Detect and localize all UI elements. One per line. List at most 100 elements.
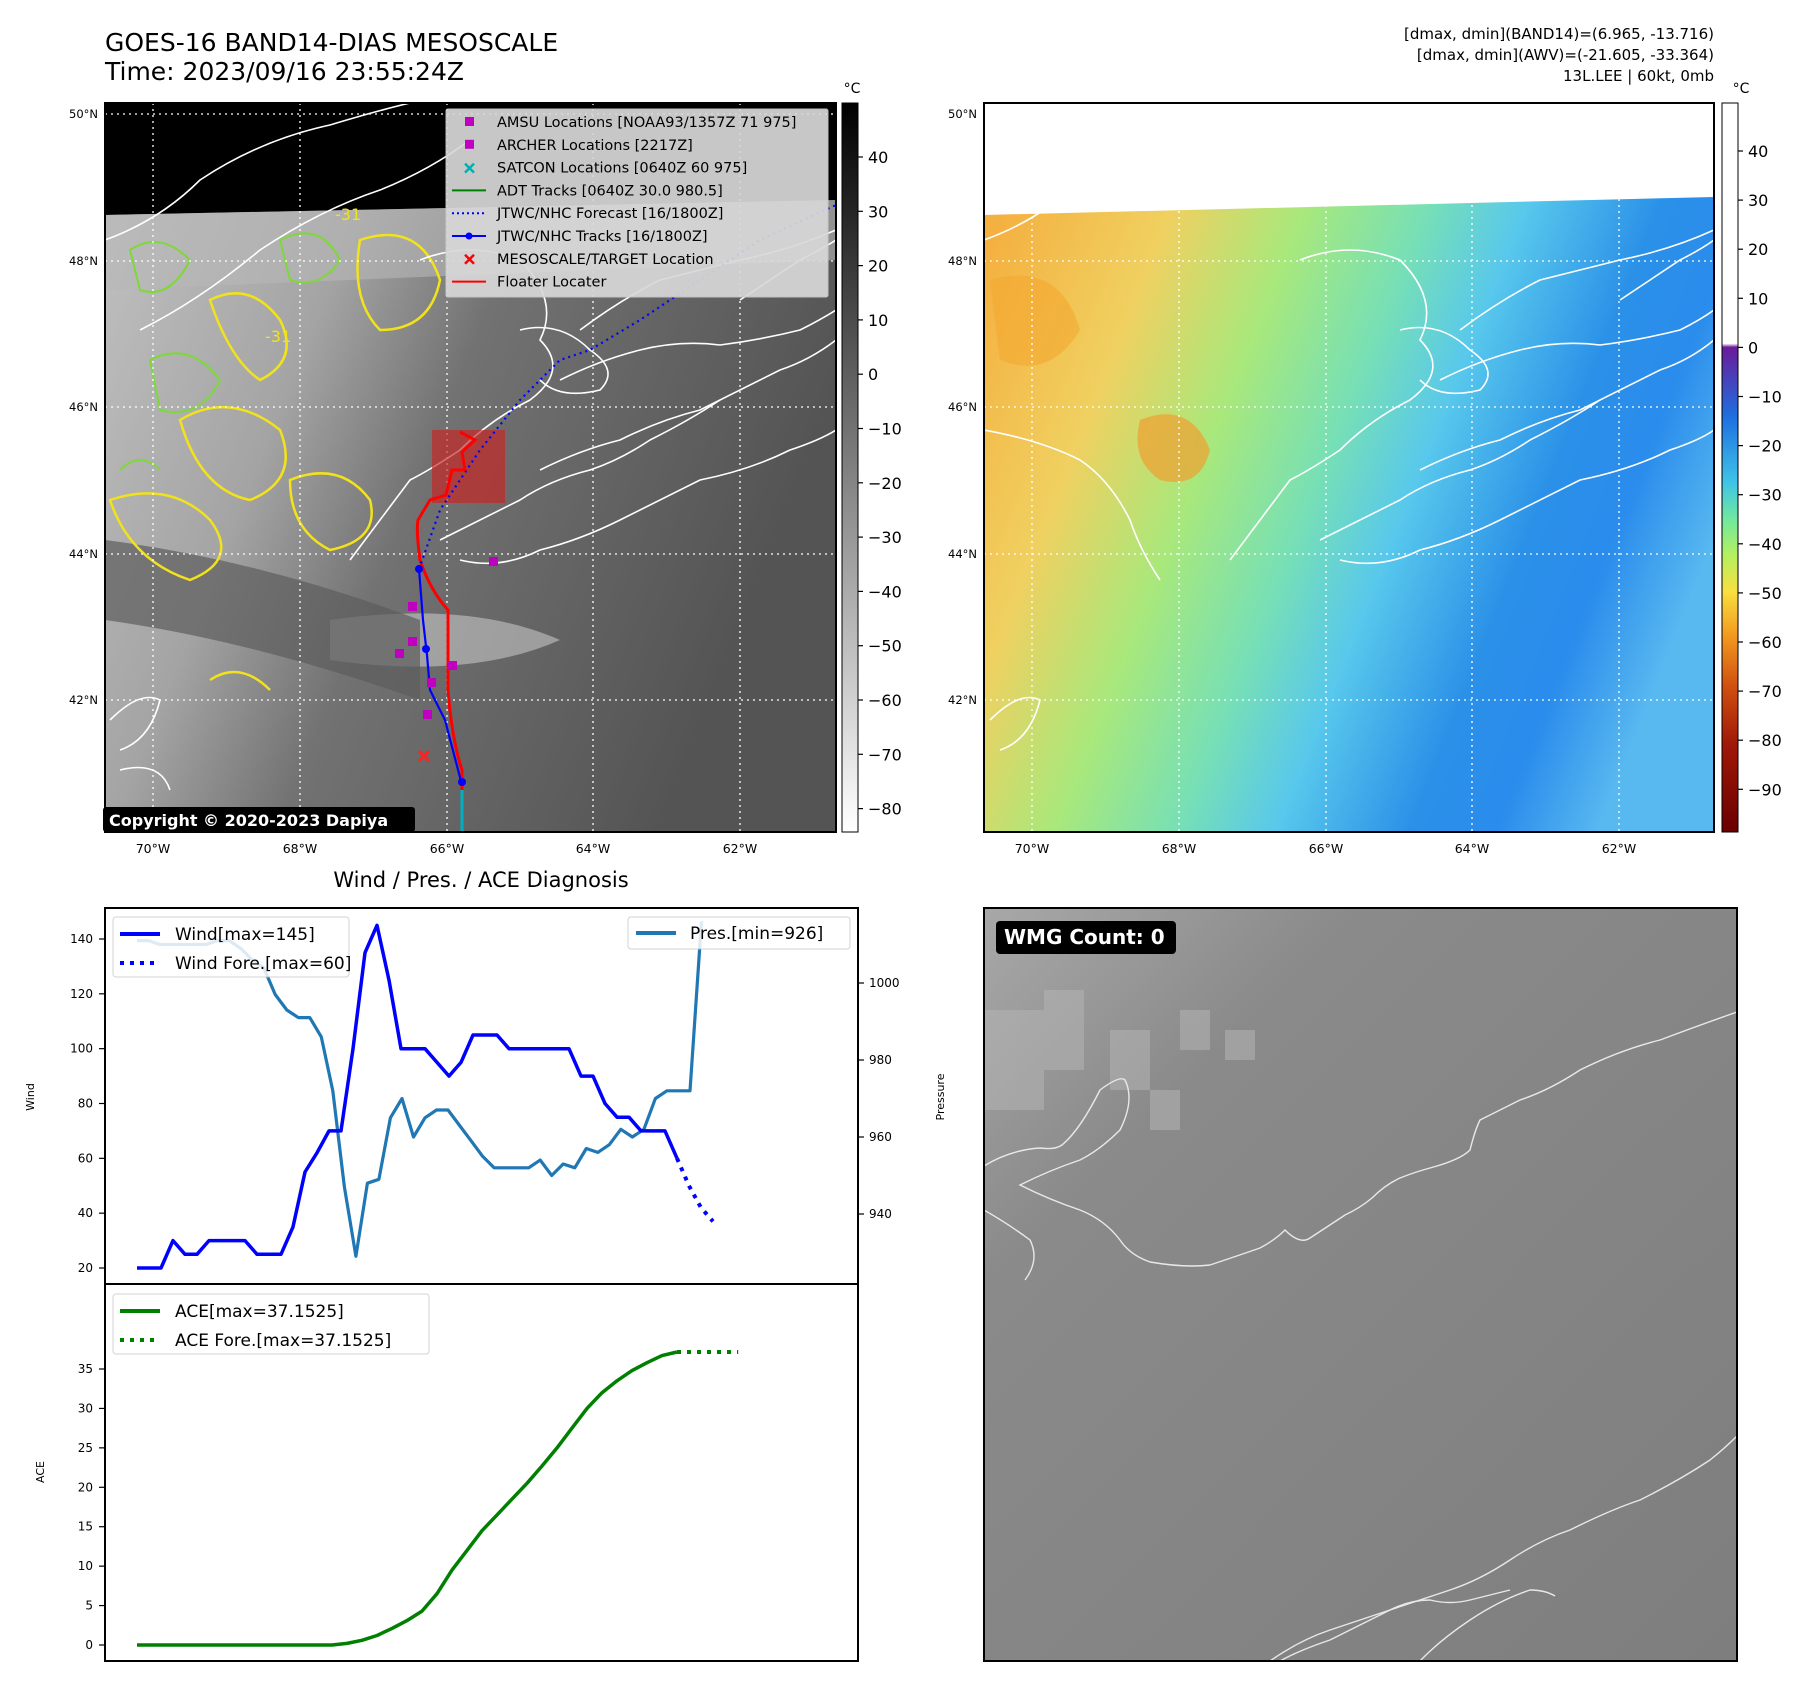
lon-tick-label: 64°W bbox=[576, 841, 611, 856]
lon-tick-label: 64°W bbox=[1455, 841, 1490, 856]
lon-tick-label: 62°W bbox=[1602, 841, 1637, 856]
lon-tick-label: 66°W bbox=[430, 841, 465, 856]
left-colorbar-unit: °C bbox=[844, 81, 861, 97]
legend-item: Floater Locater bbox=[452, 275, 606, 291]
legend-item: AMSU Locations [NOAA93/1357Z 71 975] bbox=[465, 115, 796, 131]
legend-item: JTWC/NHC Tracks [16/1800Z] bbox=[452, 229, 708, 245]
lat-tick-label: 48°N bbox=[69, 254, 98, 268]
ace-ylabel: ACE bbox=[34, 1461, 47, 1483]
jtwc-track bbox=[417, 568, 464, 786]
colorbar-tick-label: −60 bbox=[1748, 633, 1782, 652]
legend-item-label: Floater Locater bbox=[497, 275, 606, 291]
ace-tick-label: 30 bbox=[78, 1401, 93, 1415]
pressure-tick-label: 940 bbox=[869, 1207, 892, 1221]
jtwc-forecast bbox=[417, 204, 836, 570]
wind-tick-label: 80 bbox=[78, 1097, 93, 1111]
pressure-tick-label: 980 bbox=[869, 1053, 892, 1067]
colorbar-tick-label: −70 bbox=[868, 745, 902, 764]
lon-tick-label: 66°W bbox=[1309, 841, 1344, 856]
wind-legend: Wind[max=145] Wind Fore.[max=60] bbox=[112, 916, 351, 978]
lon-tick-label: 68°W bbox=[1162, 841, 1197, 856]
figure-time: Time: 2023/09/16 23:55:24Z bbox=[104, 57, 464, 86]
colorbar-tick-label: 40 bbox=[1748, 142, 1768, 161]
lat-tick-label: 42°N bbox=[948, 693, 977, 707]
right-colorbar-unit: °C bbox=[1733, 81, 1750, 97]
lat-tick-label: 44°N bbox=[948, 547, 977, 561]
info-band14: [dmax, dmin](BAND14)=(6.965, -13.716) bbox=[1404, 25, 1714, 43]
copyright-text: Copyright © 2020-2023 Dapiya bbox=[109, 811, 388, 830]
colorbar-tick-label: −30 bbox=[868, 528, 902, 547]
colorbar-tick-label: −40 bbox=[868, 582, 902, 601]
lat-tick-label: 42°N bbox=[69, 693, 98, 707]
wind-line bbox=[137, 923, 679, 1270]
wind-tick-label: 120 bbox=[70, 987, 93, 1001]
colorbar-tick-label: 20 bbox=[1748, 240, 1768, 259]
wmg-count-label: WMG Count: 0 bbox=[1004, 925, 1165, 949]
figure-title: GOES-16 BAND14-DIAS MESOSCALE bbox=[105, 28, 558, 57]
legend-item-label: SATCON Locations [0640Z 60 975] bbox=[497, 161, 747, 177]
colorbar-tick-label: 30 bbox=[868, 202, 888, 221]
wind-tick-label: 20 bbox=[78, 1261, 93, 1275]
copyright-badge: Copyright © 2020-2023 Dapiya bbox=[103, 807, 415, 832]
legend-item: SATCON Locations [0640Z 60 975] bbox=[464, 161, 747, 177]
legend-item: JTWC/NHC Forecast [16/1800Z] bbox=[452, 206, 723, 222]
legend-item-label: ADT Tracks [0640Z 30.0 980.5] bbox=[497, 183, 723, 199]
colorbar-tick-label: −70 bbox=[1748, 682, 1782, 701]
lat-tick-label: 46°N bbox=[948, 400, 977, 414]
colorbar-tick-label: 10 bbox=[1748, 289, 1768, 308]
legend-item: MESOSCALE/TARGET Location bbox=[464, 252, 714, 268]
colorbar-tick-label: −60 bbox=[868, 691, 902, 710]
legend-item-label: MESOSCALE/TARGET Location bbox=[497, 252, 714, 268]
pressure-legend: Pres.[min=926] bbox=[627, 916, 851, 950]
colorbar-tick-label: −40 bbox=[1748, 535, 1782, 554]
archer-markers bbox=[395, 557, 498, 719]
floater-track bbox=[415, 430, 478, 832]
colorbar-tick-label: −90 bbox=[1748, 780, 1782, 799]
lon-tick-label: 62°W bbox=[723, 841, 758, 856]
ace-forecast-legend-label: ACE Fore.[max=37.1525] bbox=[175, 1331, 391, 1351]
colorbar-tick-label: −10 bbox=[868, 420, 902, 439]
wind-forecast-legend-label: Wind Fore.[max=60] bbox=[175, 954, 351, 974]
legend-item-label: JTWC/NHC Tracks [16/1800Z] bbox=[496, 229, 708, 245]
wind-legend-label: Wind[max=145] bbox=[175, 925, 315, 945]
info-awv: [dmax, dmin](AWV)=(-21.605, -33.364) bbox=[1417, 46, 1714, 64]
legend-item-label: JTWC/NHC Forecast [16/1800Z] bbox=[496, 206, 723, 222]
wind-tick-label: 140 bbox=[70, 932, 93, 946]
wind-tick-label: 100 bbox=[70, 1042, 93, 1056]
wind-ylabel: Wind bbox=[24, 1083, 37, 1111]
colorbar-tick-label: −30 bbox=[1748, 486, 1782, 505]
colorbar-tick-label: −80 bbox=[1748, 731, 1782, 750]
ace-tick-label: 5 bbox=[85, 1599, 93, 1613]
lon-tick-label: 70°W bbox=[1015, 841, 1050, 856]
colorbar-tick-label: 0 bbox=[1748, 338, 1758, 357]
colorbar-tick-label: 30 bbox=[1748, 191, 1768, 210]
left-colorbar bbox=[841, 102, 859, 833]
map-legend: AMSU Locations [NOAA93/1357Z 71 975] ARCH… bbox=[445, 108, 829, 298]
legend-item: ADT Tracks [0640Z 30.0 980.5] bbox=[452, 183, 723, 199]
target-marker bbox=[417, 749, 431, 763]
contour-label: -31 bbox=[335, 205, 361, 224]
wv-map bbox=[984, 103, 1714, 832]
ace-tick-label: 25 bbox=[78, 1441, 93, 1455]
colorbar-tick-label: −50 bbox=[1748, 584, 1782, 603]
lat-tick-label: 50°N bbox=[69, 107, 98, 121]
colorbar-tick-label: 20 bbox=[868, 257, 888, 276]
lon-tick-label: 68°W bbox=[283, 841, 318, 856]
lat-tick-label: 46°N bbox=[69, 400, 98, 414]
lat-tick-label: 48°N bbox=[948, 254, 977, 268]
pressure-ylabel: Pressure bbox=[934, 1073, 947, 1120]
colorbar-tick-label: −50 bbox=[868, 637, 902, 656]
contour-label-2: -31 bbox=[265, 327, 291, 346]
colorbar-tick-label: 10 bbox=[868, 311, 888, 330]
colorbar-tick-label: 0 bbox=[868, 365, 878, 384]
colorbar-tick-label: −20 bbox=[1748, 437, 1782, 456]
ace-legend-label: ACE[max=37.1525] bbox=[175, 1302, 344, 1322]
colorbar-tick-label: −20 bbox=[868, 474, 902, 493]
ace-tick-label: 0 bbox=[85, 1638, 93, 1652]
info-storm: 13L.LEE | 60kt, 0mb bbox=[1563, 67, 1714, 85]
ace-tick-label: 15 bbox=[78, 1520, 93, 1534]
legend-item: ARCHER Locations [2217Z] bbox=[465, 138, 693, 154]
legend-item-label: AMSU Locations [NOAA93/1357Z 71 975] bbox=[497, 115, 796, 131]
colorbar-tick-label: −10 bbox=[1748, 388, 1782, 407]
